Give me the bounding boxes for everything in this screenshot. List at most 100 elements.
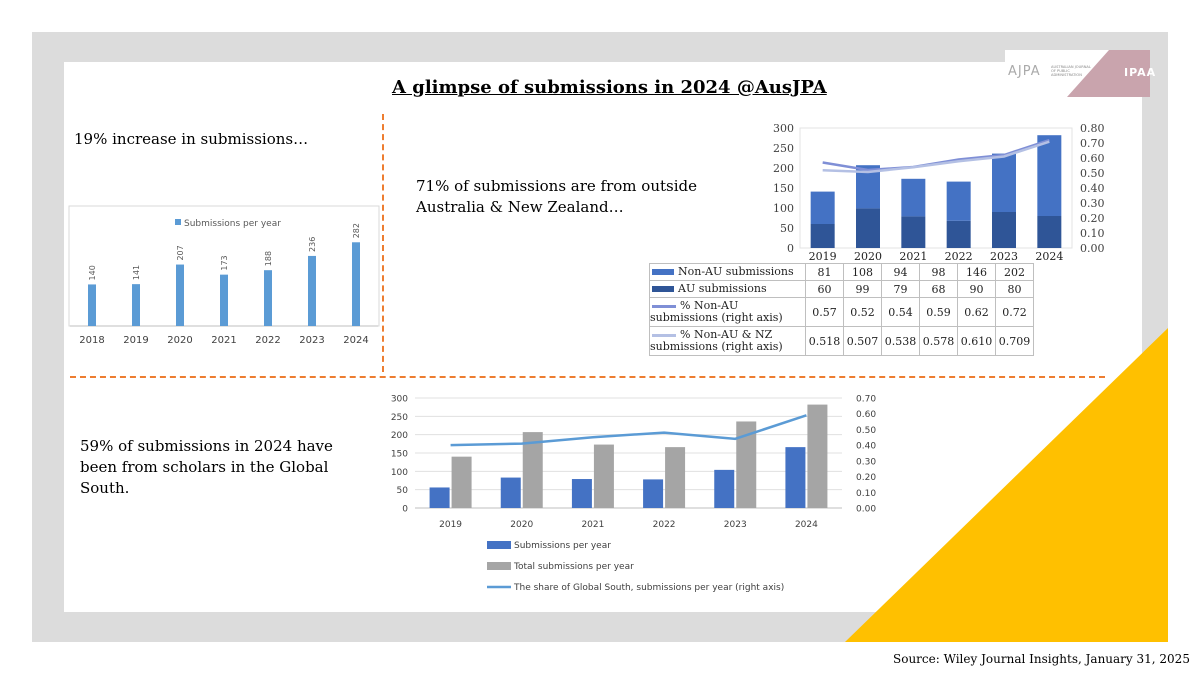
chart2-table-cell: 0.52	[843, 297, 882, 327]
chart2-bar-nonau-2023	[992, 153, 1016, 212]
chart3-x-tick-2019: 2019	[439, 520, 462, 530]
chart1-x-tick-2024: 2024	[343, 335, 368, 346]
chart3-x-tick-2023: 2023	[724, 520, 747, 530]
chart2-y2-tick: 0.10	[1080, 227, 1105, 240]
chart2-x-tick-2019: 2019	[809, 250, 837, 263]
chart1-bar-2021	[220, 274, 228, 326]
chart2-bar-nonau-2021	[901, 178, 926, 217]
chart2-bar-au-2020	[856, 208, 880, 248]
ipaa-logo: IPAA	[1124, 66, 1157, 79]
chart1-x-tick-2020: 2020	[167, 335, 192, 346]
chart2-table-cell: 80	[995, 280, 1034, 298]
chart3-bar-total-2024	[807, 404, 828, 508]
ipaa-logo-shape	[1067, 50, 1150, 97]
chart2-bar-au-2024	[1037, 216, 1062, 248]
chart3-bar-global-south-2024	[785, 447, 806, 508]
chart2-y-tick: 200	[773, 162, 794, 175]
chart2-table-cell: 146	[957, 263, 996, 281]
chart3-line-global-south-share	[450, 414, 807, 447]
chart2-table-legend-key	[652, 304, 676, 308]
chart2-plot-area	[799, 127, 1073, 249]
chart2-y-tick: 0	[787, 242, 794, 255]
chart1-bar-2020	[176, 264, 184, 326]
chart2-y-tick: 300	[773, 122, 794, 135]
horizontal-divider	[70, 376, 1105, 378]
chart2-bar-au-2019	[810, 224, 835, 248]
chart2-line-pct-nonau-nz	[822, 140, 1050, 174]
chart3-bar-global-south-2021	[571, 479, 592, 508]
chart3-y-tick: 50	[397, 486, 409, 496]
chart1-x-tick-2021: 2021	[211, 335, 236, 346]
chart1-data-label-2020: 207	[176, 245, 185, 260]
chart3-legend-share-line-label: The share of Global South, submissions p…	[513, 583, 784, 593]
chart1-x-tick-2023: 2023	[299, 335, 324, 346]
chart2-table-legend-key	[652, 269, 674, 275]
chart3-y-tick: 250	[391, 413, 408, 423]
chart2-table-label-text: AU submissions	[678, 282, 767, 295]
chart2-table-row-label: AU submissions	[649, 280, 806, 298]
chart1-data-label-2021: 173	[220, 255, 229, 270]
chart3-y2-tick: 0.10	[856, 489, 876, 499]
source-citation: Source: Wiley Journal Insights, January …	[893, 652, 1190, 666]
chart2-y2-tick: 0.40	[1080, 182, 1105, 195]
chart2-table-cell: 81	[805, 263, 844, 281]
chart2-table-cell: 0.507	[843, 326, 882, 356]
note-outside-au-nz: 71% of submissions are from outside Aust…	[416, 177, 697, 216]
chart3-bar-total-2023	[736, 421, 757, 508]
chart2-y-tick: 250	[773, 142, 794, 155]
logo-banner	[1005, 50, 1150, 97]
chart3-bar-global-south-2019	[429, 487, 450, 508]
chart2-table-cell: 98	[919, 263, 958, 281]
chart1-bar-2023	[308, 255, 316, 326]
chart2-table-cell: 0.610	[957, 326, 996, 356]
chart2-table-label-text: % Non-AU & NZ submissions (right axis)	[650, 328, 783, 353]
chart2-table-cell: 0.59	[919, 297, 958, 327]
chart2-y2-tick: 0.70	[1080, 137, 1105, 150]
chart2-table-row: % Non-AU submissions (right axis) 0.57 0.5…	[649, 297, 1034, 327]
chart2-y-tick: 50	[780, 222, 794, 235]
chart1-data-label-2023: 236	[308, 237, 317, 252]
chart3-legend-total-label: Total submissions per year	[513, 562, 634, 572]
chart1-legend-label: Submissions per year	[184, 219, 281, 229]
chart2-table-cell: 94	[881, 263, 920, 281]
chart3-bar-global-south-2023	[714, 469, 735, 508]
chart2-table-cell: 0.54	[881, 297, 920, 327]
chart1-data-label-2019: 141	[132, 265, 141, 280]
chart2-table-cell: 79	[881, 280, 920, 298]
chart2-table-cell: 60	[805, 280, 844, 298]
chart2-table-row: AU submissions 60 99 79 68 90 80	[649, 280, 1034, 298]
chart1-x-tick-2018: 2018	[79, 335, 104, 346]
chart3-bar-total-2022	[665, 447, 686, 508]
chart3-x-tick-2024: 2024	[795, 520, 818, 530]
chart1-bar-2018	[88, 284, 96, 326]
chart3-legend-total-key	[487, 562, 511, 570]
note-increase: 19% increase in submissions…	[74, 130, 309, 148]
chart2-bar-au-2022	[946, 220, 971, 248]
chart2-y-tick: 150	[773, 182, 794, 195]
chart3-y2-tick: 0.30	[856, 457, 876, 467]
chart2-table-cell: 0.57	[805, 297, 844, 327]
chart2-table-legend-key	[652, 333, 676, 337]
chart2-table-cell: 0.538	[881, 326, 920, 356]
chart3-y2-tick: 0.20	[856, 473, 876, 483]
chart3-x-tick-2022: 2022	[653, 520, 676, 530]
chart2-table-cell: 90	[957, 280, 996, 298]
chart3-y2-tick: 0.40	[856, 442, 876, 452]
chart3-y2-tick: 0.50	[856, 426, 876, 436]
chart2-data-table: Non-AU submissions 81 108 94 98 146 202 AU subm…	[649, 263, 1034, 356]
chart3-bar-total-2021	[593, 444, 614, 508]
chart3-y-tick: 100	[391, 468, 408, 478]
ajpa-logo-subtitle: AUSTRALIAN JOURNAL OF PUBLIC ADMINISTRAT…	[1051, 65, 1091, 77]
chart3-y2-tick: 0.60	[856, 410, 876, 420]
chart2-table-row-label: % Non-AU submissions (right axis)	[649, 297, 806, 327]
chart1-data-label-2018: 140	[88, 265, 97, 280]
vertical-divider	[382, 114, 384, 372]
chart2-y2-tick: 0.00	[1080, 242, 1105, 255]
ajpa-logo: AJPA	[1008, 64, 1041, 79]
chart2-x-tick-2020: 2020	[854, 250, 882, 263]
chart2-y2-tick: 0.60	[1080, 152, 1105, 165]
page-title: A glimpse of submissions in 2024 @AusJPA	[392, 77, 827, 98]
chart2-table-cell: 0.578	[919, 326, 958, 356]
chart3-legend-global-south-label: Submissions per year	[514, 541, 611, 551]
